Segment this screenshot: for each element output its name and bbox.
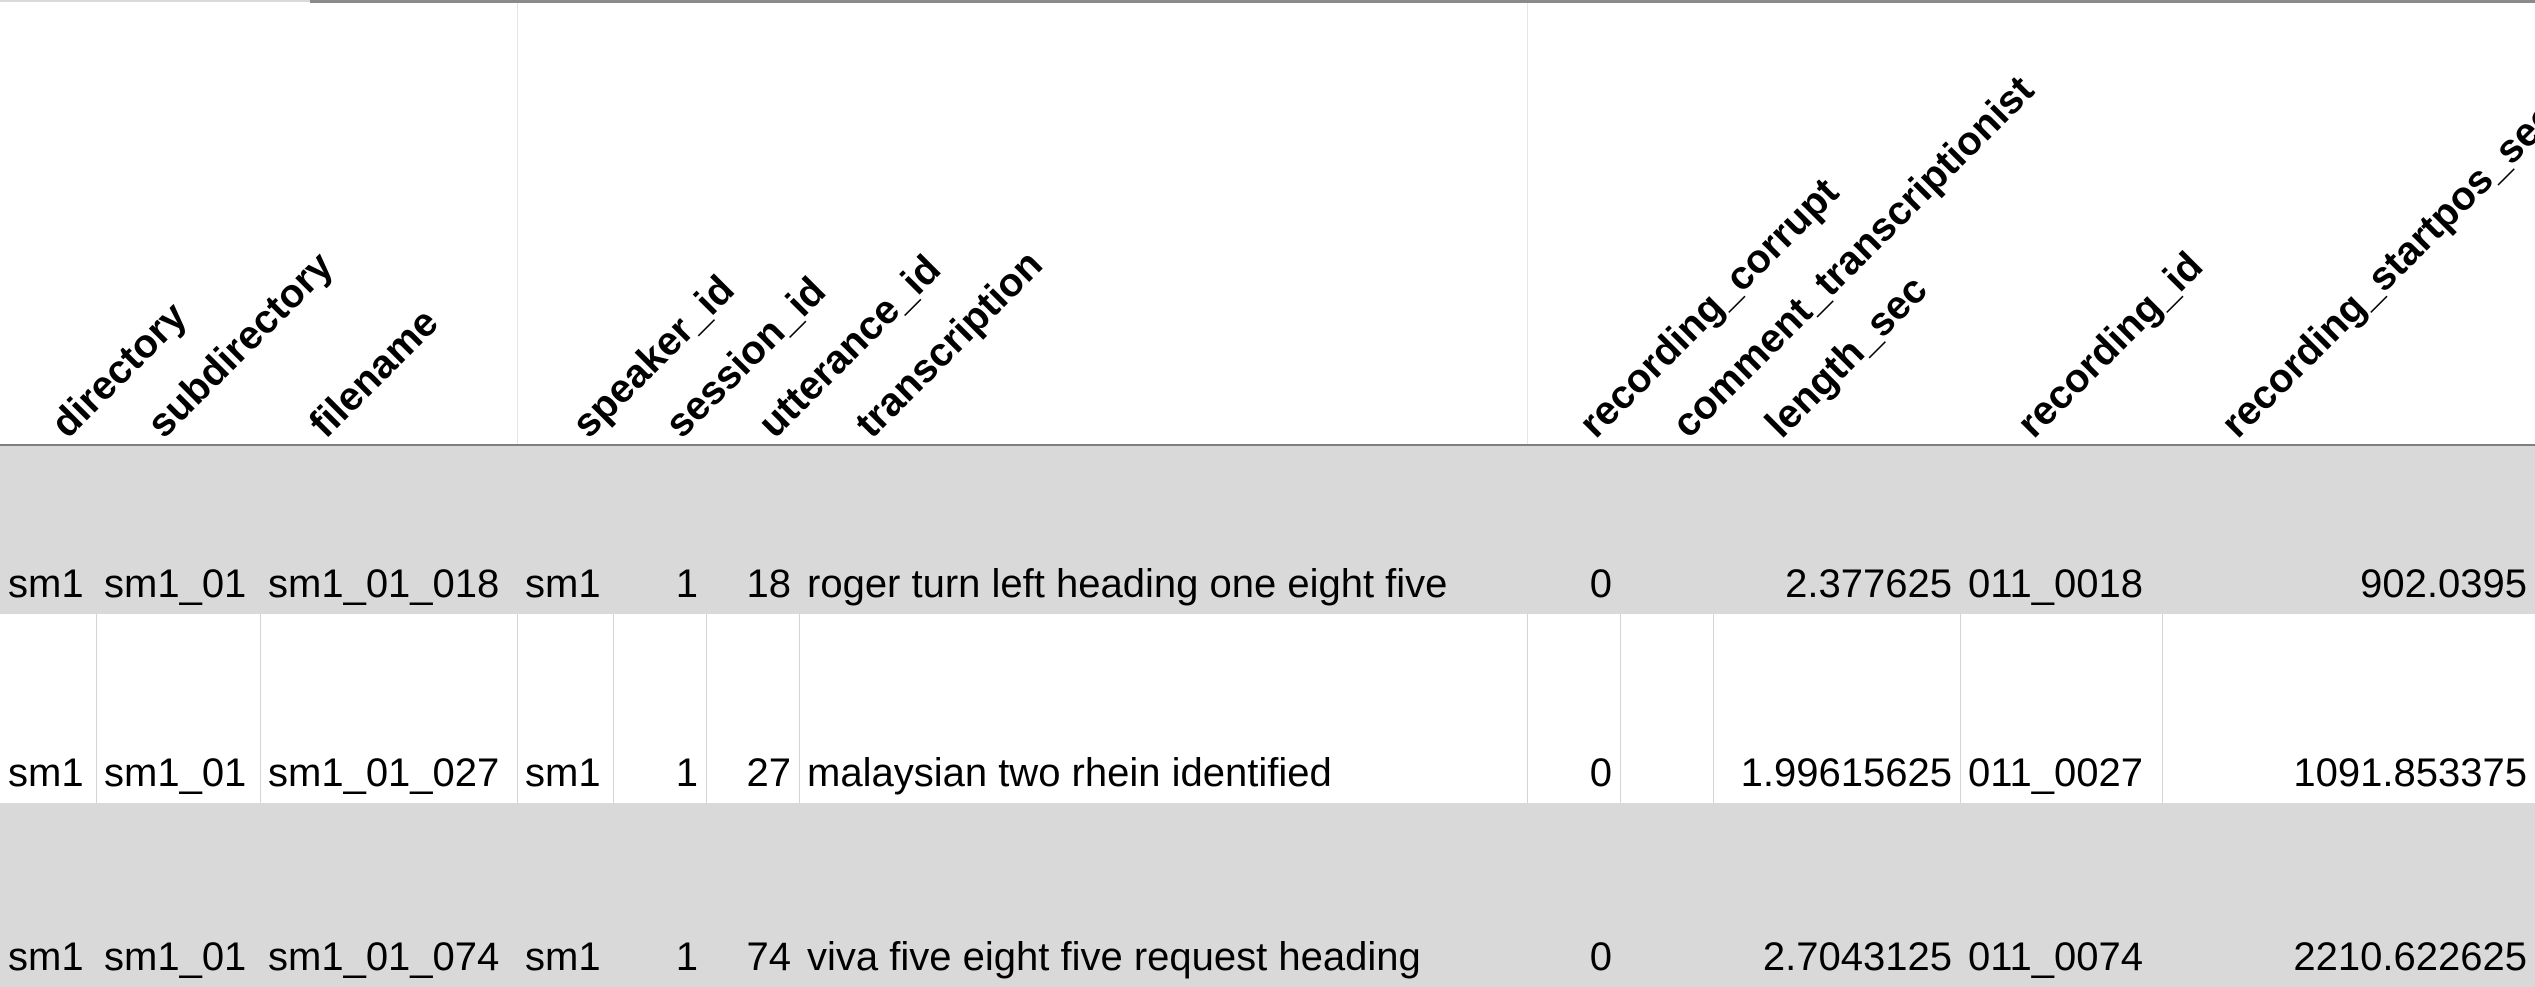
- header-divider: [517, 3, 518, 446]
- cell-comment-transcriptionist[interactable]: [1620, 743, 1713, 803]
- cell-recording-corrupt[interactable]: 0: [1589, 751, 1612, 795]
- column-divider: [96, 614, 97, 803]
- cell-filename[interactable]: sm1_01_074: [268, 935, 500, 979]
- cell-recording-id[interactable]: 011_0027: [1968, 751, 2143, 795]
- cell-filename[interactable]: sm1_01_018: [268, 562, 500, 606]
- table-row[interactable]: sm1 sm1_01 sm1_01_018 sm1 1 18 roger tur…: [0, 446, 2535, 614]
- cell-directory[interactable]: sm1: [8, 935, 84, 979]
- cell-comment-transcriptionist[interactable]: [1620, 554, 1713, 614]
- column-divider: [613, 614, 614, 803]
- column-divider: [1527, 614, 1528, 803]
- cell-filename[interactable]: sm1_01_027: [268, 751, 500, 795]
- cell-utterance-id[interactable]: 18: [746, 562, 792, 606]
- column-divider: [517, 614, 518, 803]
- header-divider: [1527, 3, 1528, 446]
- cell-subdirectory[interactable]: sm1_01: [104, 751, 247, 795]
- cell-recording-id[interactable]: 011_0018: [1968, 562, 2143, 606]
- cell-directory[interactable]: sm1: [8, 751, 84, 795]
- cell-length-sec[interactable]: 2.377625: [1785, 562, 1952, 606]
- cell-session-id[interactable]: 1: [675, 751, 698, 795]
- header-rule: [0, 444, 2535, 446]
- cell-recording-startpos-sec[interactable]: 902.0395: [2360, 562, 2527, 606]
- column-divider: [2162, 614, 2163, 803]
- column-divider: [1713, 614, 1714, 803]
- cell-recording-id[interactable]: 011_0074: [1968, 935, 2143, 979]
- column-divider: [706, 614, 707, 803]
- cell-recording-startpos-sec[interactable]: 2210.622625: [2293, 935, 2527, 979]
- cell-session-id[interactable]: 1: [675, 935, 698, 979]
- cell-transcription[interactable]: malaysian two rhein identified: [807, 751, 1332, 795]
- top-border: [310, 0, 2535, 3]
- cell-subdirectory[interactable]: sm1_01: [104, 935, 247, 979]
- cell-speaker-id[interactable]: sm1: [525, 935, 601, 979]
- cell-recording-corrupt[interactable]: 0: [1589, 562, 1612, 606]
- column-divider: [1620, 614, 1621, 803]
- header-label: filename: [300, 300, 447, 446]
- cell-recording-startpos-sec[interactable]: 1091.853375: [2293, 751, 2527, 795]
- column-divider: [1960, 614, 1961, 803]
- cell-utterance-id[interactable]: 27: [746, 751, 792, 795]
- cell-directory[interactable]: sm1: [8, 562, 84, 606]
- cell-speaker-id[interactable]: sm1: [525, 751, 601, 795]
- table-row[interactable]: sm1 sm1_01 sm1_01_074 sm1 1 74 viva five…: [0, 803, 2535, 987]
- top-border-light: [0, 0, 310, 2]
- cell-session-id[interactable]: 1: [675, 562, 698, 606]
- cell-transcription[interactable]: roger turn left heading one eight five: [807, 562, 1448, 606]
- column-divider: [260, 614, 261, 803]
- header-label: recording_id: [2008, 243, 2212, 446]
- cell-transcription[interactable]: viva five eight five request heading: [807, 935, 1421, 979]
- cell-utterance-id[interactable]: 74: [746, 935, 792, 979]
- cell-recording-corrupt[interactable]: 0: [1589, 935, 1612, 979]
- header-label: comment_transcriptionist: [1663, 67, 2043, 446]
- cell-length-sec[interactable]: 2.7043125: [1762, 935, 1952, 979]
- cell-comment-transcriptionist[interactable]: [1620, 927, 1713, 987]
- header-label: recording_startpos_sec: [2212, 94, 2535, 446]
- cell-length-sec[interactable]: 1.99615625: [1740, 751, 1952, 795]
- header-row: directory subdirectory filename speaker_…: [0, 3, 2535, 446]
- cell-subdirectory[interactable]: sm1_01: [104, 562, 247, 606]
- cell-speaker-id[interactable]: sm1: [525, 562, 601, 606]
- table-row[interactable]: sm1 sm1_01 sm1_01_027 sm1 1 27 malaysian…: [0, 614, 2535, 803]
- column-divider: [799, 614, 800, 803]
